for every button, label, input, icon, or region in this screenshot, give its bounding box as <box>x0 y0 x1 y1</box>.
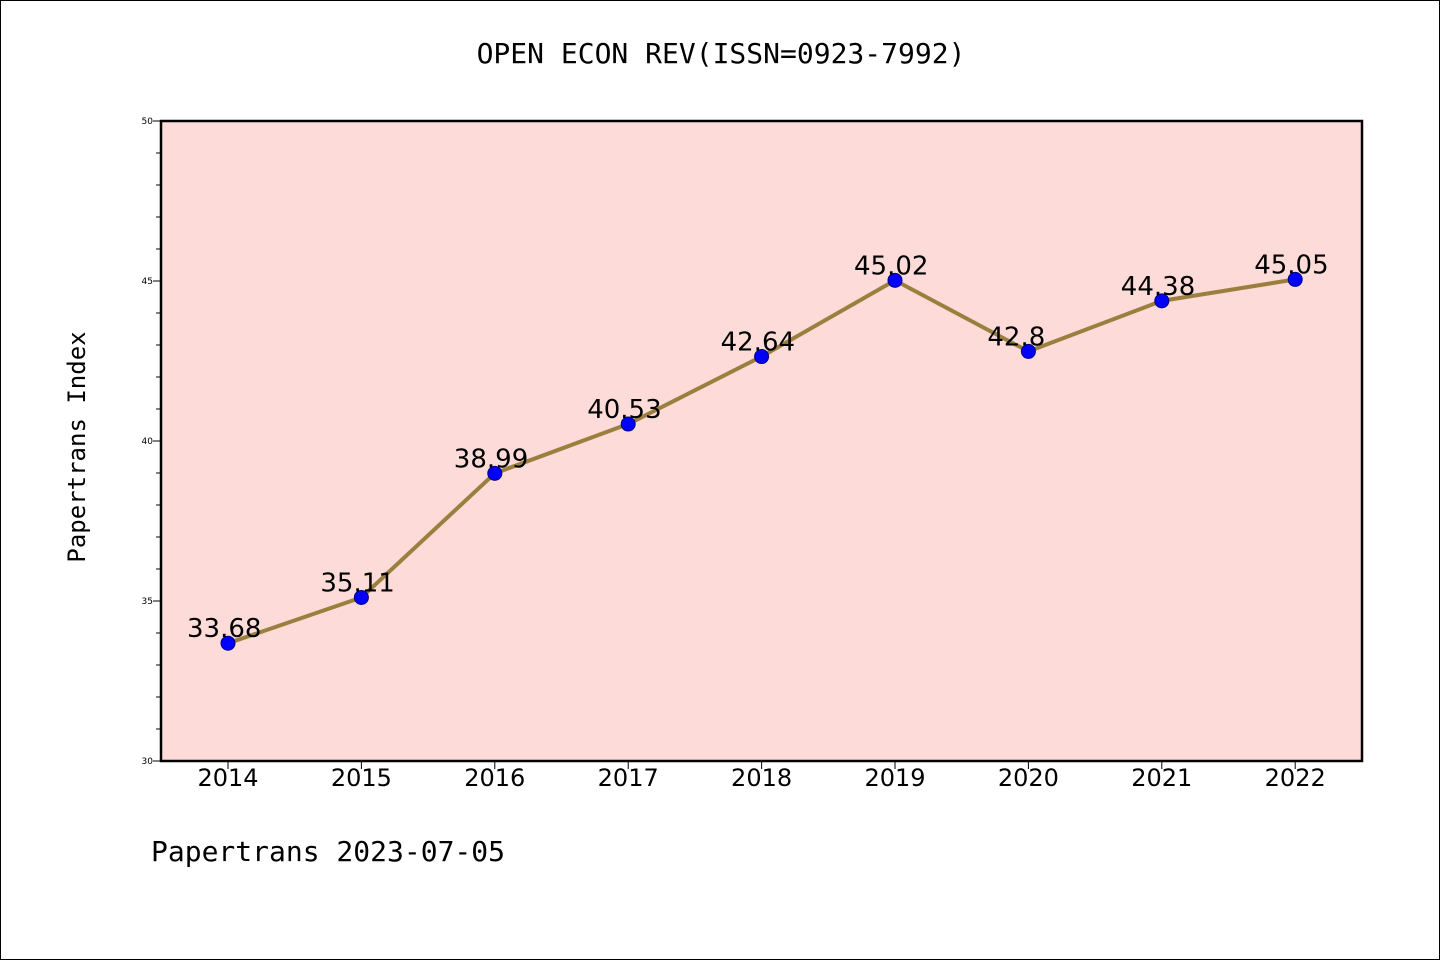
x-tick-label: 2019 <box>864 764 925 792</box>
x-tick-label: 2022 <box>1265 764 1326 792</box>
y-tick-label: 45 <box>142 277 153 287</box>
data-label: 45.05 <box>1254 250 1328 280</box>
data-point <box>1154 293 1170 309</box>
axes-border <box>159 119 1364 763</box>
data-point <box>220 635 236 651</box>
data-label: 45.02 <box>854 251 928 281</box>
data-point <box>1287 271 1303 287</box>
x-tick-label: 2018 <box>731 764 792 792</box>
plot-background <box>161 121 1362 761</box>
x-tick-label: 2021 <box>1131 764 1192 792</box>
data-label: 42.64 <box>721 328 795 358</box>
data-label: 42.8 <box>987 322 1045 352</box>
y-tick-label: 35 <box>142 597 153 607</box>
data-label: 33.68 <box>187 614 261 644</box>
y-tick-label: 40 <box>142 437 154 447</box>
y-tick-label: 50 <box>142 117 154 127</box>
data-point <box>620 416 636 432</box>
data-label: 44.38 <box>1121 272 1195 302</box>
chart-title: OPEN ECON REV(ISSN=0923-7992) <box>476 37 966 70</box>
data-point <box>487 465 503 481</box>
x-tick-label: 2017 <box>598 764 659 792</box>
x-tick-label: 2020 <box>998 764 1059 792</box>
x-tick-label: 2014 <box>197 764 258 792</box>
data-point <box>754 349 770 365</box>
data-label: 35.11 <box>320 568 394 598</box>
data-point <box>353 589 369 605</box>
y-tick-label: 30 <box>142 757 154 767</box>
data-point <box>887 272 903 288</box>
data-label: 38.99 <box>454 444 528 474</box>
x-tick-label: 2015 <box>331 764 392 792</box>
footer-credit: Papertrans 2023-07-05 <box>151 835 506 868</box>
x-tick-label: 2016 <box>464 764 525 792</box>
data-point <box>1020 343 1036 359</box>
data-label: 40.53 <box>587 395 661 425</box>
